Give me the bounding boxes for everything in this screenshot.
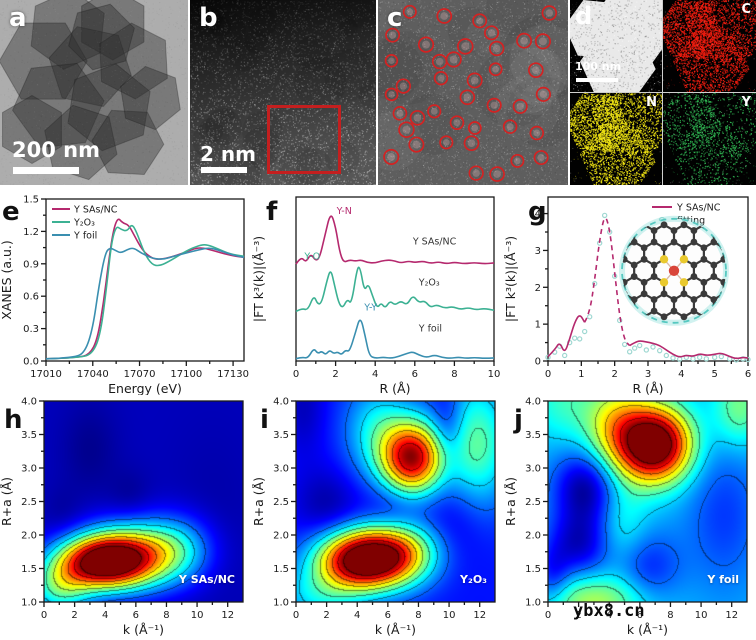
wavelet-heatmap-yfoil bbox=[504, 395, 756, 640]
scalebar-2nm-label: 2 nm bbox=[200, 142, 256, 166]
eds-map-Y: Y bbox=[663, 93, 756, 185]
panel-d-eds-maps: d 100 nm C N Y bbox=[570, 0, 756, 185]
panel-j-wavelet: j Y foil bbox=[504, 395, 756, 640]
panel-f-ft-exafs: f bbox=[252, 185, 504, 395]
element-label-Y: Y bbox=[741, 95, 751, 110]
eds-map-C-image bbox=[663, 0, 756, 92]
wavelet-row: h Y SAs/NC i Y₂O₃ j Y foil bbox=[0, 395, 756, 640]
panel-c-single-atoms: c bbox=[378, 0, 568, 185]
wavelet-heatmap-y2o3 bbox=[252, 395, 504, 640]
exafs-fitting-chart bbox=[504, 185, 756, 395]
panel-letter-e: e bbox=[2, 197, 20, 227]
heatmap-label-ysasnc: Y SAs/NC bbox=[178, 573, 235, 586]
eds-map-N: N bbox=[570, 93, 662, 185]
scalebar-200nm bbox=[13, 167, 79, 174]
panel-a-tem: a 200 nm bbox=[0, 0, 188, 185]
eds-haadf: d 100 nm bbox=[570, 0, 662, 92]
watermark: ybx8.cn bbox=[573, 601, 645, 621]
ft-exafs-chart bbox=[252, 185, 504, 395]
scalebar-2nm bbox=[201, 167, 247, 173]
panel-g-fitting: g bbox=[504, 185, 756, 395]
eds-grid: d 100 nm C N Y bbox=[570, 0, 756, 185]
panel-letter-c: c bbox=[387, 3, 403, 33]
eds-haadf-image bbox=[570, 0, 662, 92]
element-label-N: N bbox=[646, 95, 657, 110]
panel-h-wavelet: h Y SAs/NC bbox=[0, 395, 252, 640]
eds-map-Y-image bbox=[663, 93, 756, 185]
scalebar-100nm bbox=[576, 78, 618, 82]
panel-letter-i: i bbox=[260, 405, 269, 435]
heatmap-label-y2o3: Y₂O₃ bbox=[460, 573, 487, 586]
eds-map-C: C bbox=[663, 0, 756, 92]
panel-letter-f: f bbox=[266, 197, 278, 227]
panel-i-wavelet: i Y₂O₃ bbox=[252, 395, 504, 640]
scalebar-200nm-label: 200 nm bbox=[12, 138, 100, 162]
spectra-row: e f g bbox=[0, 185, 756, 395]
xanes-chart bbox=[0, 185, 252, 395]
panel-letter-j: j bbox=[514, 405, 523, 435]
panel-letter-d: d bbox=[575, 2, 593, 30]
panel-letter-h: h bbox=[4, 405, 23, 435]
panel-letter-a: a bbox=[9, 3, 27, 33]
panel-b-stem: b 2 nm bbox=[190, 0, 376, 185]
eds-map-N-image bbox=[570, 93, 662, 185]
heatmap-label-yfoil: Y foil bbox=[707, 573, 739, 586]
single-atom-stem-image bbox=[378, 0, 568, 185]
region-of-interest-box bbox=[267, 105, 341, 174]
scalebar-100nm-label: 100 nm bbox=[575, 60, 622, 73]
tem-image bbox=[0, 0, 188, 185]
microscopy-row: a 200 nm b 2 nm c d 100 nm bbox=[0, 0, 756, 185]
element-label-C: C bbox=[741, 2, 751, 17]
panel-letter-g: g bbox=[528, 197, 547, 227]
wavelet-heatmap-ysasnc bbox=[0, 395, 252, 640]
haadf-stem-image bbox=[190, 0, 376, 185]
panel-letter-b: b bbox=[199, 3, 218, 33]
panel-e-xanes: e bbox=[0, 185, 252, 395]
